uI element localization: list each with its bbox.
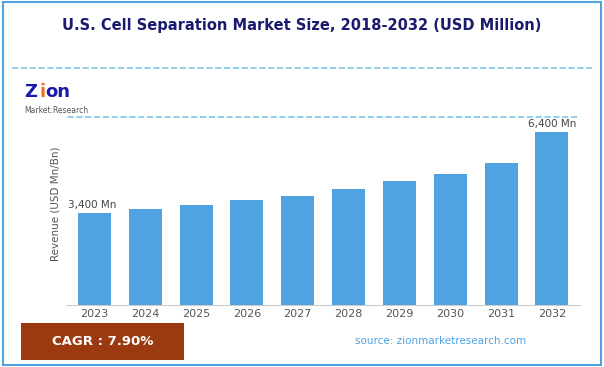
Text: U.S. Cell Separation Market Size, 2018-2032 (USD Million): U.S. Cell Separation Market Size, 2018-2… xyxy=(62,18,542,33)
Bar xyxy=(484,163,518,305)
Text: 3,400 Mn: 3,400 Mn xyxy=(68,200,116,210)
Bar xyxy=(129,209,162,305)
Text: Market.Research: Market.Research xyxy=(24,106,88,115)
Bar xyxy=(332,189,365,305)
Text: on: on xyxy=(45,83,70,101)
Text: i: i xyxy=(39,83,45,101)
Text: source: zionmarketresearch.com: source: zionmarketresearch.com xyxy=(355,336,527,346)
Bar xyxy=(434,174,467,305)
Bar xyxy=(383,181,416,305)
Bar xyxy=(78,213,111,305)
Bar xyxy=(535,132,568,305)
Bar xyxy=(179,205,213,305)
Text: CAGR : 7.90%: CAGR : 7.90% xyxy=(52,335,153,348)
Bar xyxy=(281,196,314,305)
Bar xyxy=(230,200,263,305)
Y-axis label: Revenue (USD Mn/Bn): Revenue (USD Mn/Bn) xyxy=(51,146,61,261)
Text: 6,400 Mn: 6,400 Mn xyxy=(528,119,576,129)
Text: Z: Z xyxy=(24,83,37,101)
